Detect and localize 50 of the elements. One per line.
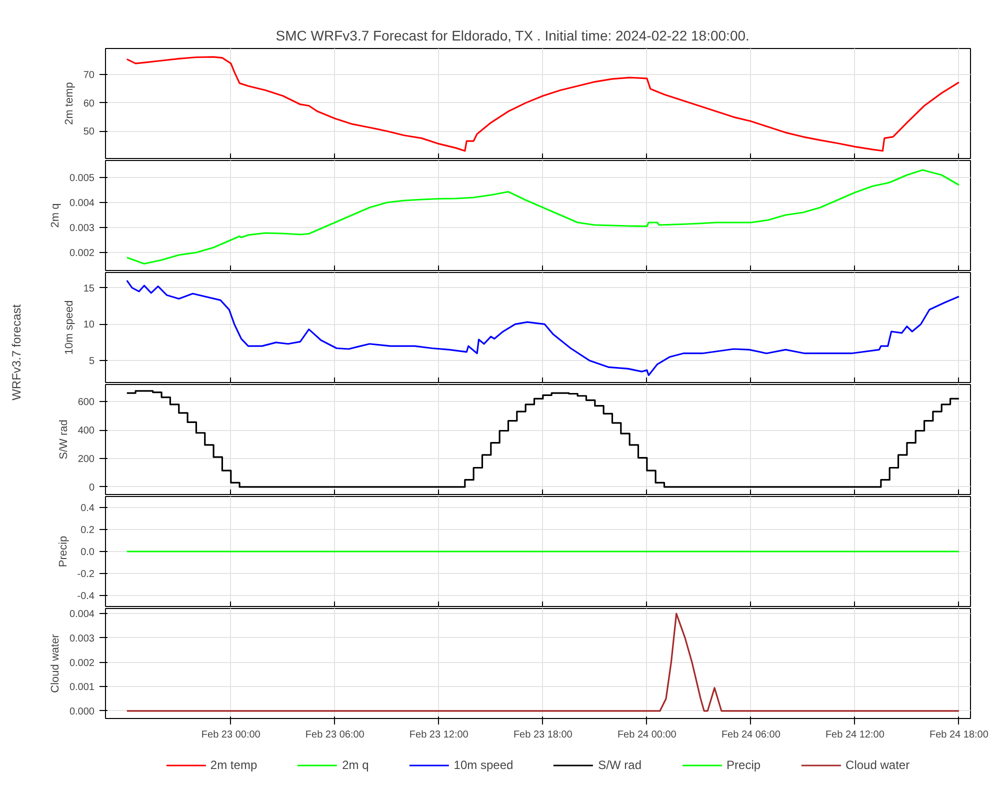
y-tick-label: 0.002 xyxy=(69,248,95,259)
y-axis-title: 2m q xyxy=(49,203,62,228)
line-series xyxy=(126,169,960,265)
y-tick-label: 0.002 xyxy=(69,658,95,669)
x-tick-label: Feb 23 00:00 xyxy=(201,730,261,740)
y-tick-label: 200 xyxy=(78,454,95,465)
y-axis-title: S/W rad xyxy=(58,420,70,460)
x-tick-label: Feb 24 00:00 xyxy=(617,730,677,740)
line-series xyxy=(126,56,960,152)
legend-label: 2m temp xyxy=(210,758,258,772)
y-tick-label: 0 xyxy=(88,482,95,494)
y-tick-label: 400 xyxy=(78,426,95,437)
x-tick-label: Feb 23 06:00 xyxy=(305,730,365,740)
y-tick-label: 0.0 xyxy=(80,547,95,558)
y-tick-label: 0.004 xyxy=(69,198,95,209)
x-tick-label: Feb 24 12:00 xyxy=(825,730,885,740)
y-tick-label: -0.4 xyxy=(77,591,95,602)
y-tick-label: 0.4 xyxy=(80,503,95,514)
y-axis-title: Cloud water xyxy=(49,634,62,693)
legend-label: Precip xyxy=(726,758,761,772)
y-tick-label: 15 xyxy=(83,283,95,294)
legend-label: 2m q xyxy=(342,758,369,772)
y-tick-label: 60 xyxy=(83,98,95,110)
text: WRFv3.7 forecast xyxy=(10,304,24,400)
y-tick-label: 50 xyxy=(83,126,95,138)
y-tick-label: 5 xyxy=(88,356,95,368)
legend-label: S/W rad xyxy=(598,758,642,772)
y-tick-label: 0.005 xyxy=(69,173,95,184)
x-tick-label: Feb 23 12:00 xyxy=(409,730,469,740)
y-tick-label: 0.004 xyxy=(69,609,95,620)
y-axis-title: 10m speed xyxy=(63,300,76,355)
y-axis-title: 2m temp xyxy=(63,82,76,125)
chart-title: SMC WRFv3.7 Forecast for Eldorado, TX . Initial time: 2024-02-22 18:00:00. xyxy=(276,28,750,44)
y-tick-label: 600 xyxy=(78,397,95,408)
y-tick-label: 0.2 xyxy=(80,525,95,536)
y-tick-label: 0.003 xyxy=(69,223,95,234)
line-series xyxy=(126,612,960,712)
x-tick-label: Feb 24 06:00 xyxy=(721,730,781,740)
y-axis-title: Precip xyxy=(57,536,70,568)
line-series xyxy=(126,280,960,376)
y-tick-label: 70 xyxy=(83,70,95,82)
x-tick-label: Feb 24 18:00 xyxy=(929,730,989,740)
y-tick-label: -0.2 xyxy=(77,569,95,580)
y-tick-label: 0.001 xyxy=(69,682,95,694)
x-tick-label: Feb 23 18:00 xyxy=(513,730,573,740)
y-tick-label: 10 xyxy=(83,320,95,331)
legend-label: 10m speed xyxy=(454,758,514,772)
y-tick-label: 0.003 xyxy=(69,633,95,644)
y-tick-label: 0.000 xyxy=(69,706,95,718)
legend-label: Cloud water xyxy=(846,758,910,772)
